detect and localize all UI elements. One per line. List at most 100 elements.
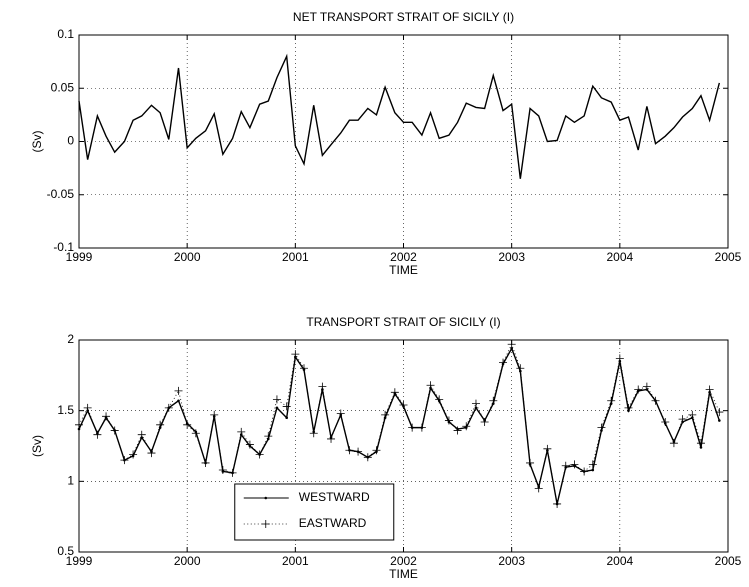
x-tick-label: 2005	[715, 554, 742, 568]
marker	[75, 420, 83, 429]
marker	[399, 401, 408, 410]
x-tick-label: 2003	[498, 554, 525, 568]
marker	[634, 385, 643, 394]
marker	[510, 347, 513, 350]
marker	[285, 416, 288, 420]
marker	[462, 422, 471, 431]
marker	[588, 460, 597, 469]
x-tick-label: 1999	[66, 250, 93, 264]
marker	[474, 406, 478, 410]
marker	[363, 453, 372, 462]
marker	[553, 499, 562, 508]
marker	[354, 447, 363, 456]
marker	[615, 354, 624, 363]
y-tick-label: 0.1	[57, 27, 74, 41]
marker	[591, 468, 595, 472]
marker	[597, 423, 606, 432]
marker	[255, 450, 264, 459]
x-tick-label: 2001	[282, 554, 309, 568]
marker	[372, 446, 381, 455]
marker	[651, 396, 660, 405]
marker	[499, 358, 508, 367]
marker	[688, 410, 697, 419]
marker	[147, 449, 156, 458]
marker	[110, 426, 119, 435]
axes-frame	[78, 339, 729, 553]
y-tick-label: 1	[67, 474, 74, 488]
marker	[228, 468, 237, 477]
marker	[381, 410, 390, 419]
x-tick-label: 2005	[715, 250, 742, 264]
marker	[435, 395, 444, 404]
chart-title: NET TRANSPORT STRAIT OF SICILY (I)	[293, 10, 514, 24]
marker	[580, 467, 589, 476]
marker	[164, 403, 173, 412]
marker	[642, 382, 651, 391]
axes-frame	[78, 34, 729, 249]
x-tick-label: 2004	[606, 554, 633, 568]
marker	[516, 364, 525, 373]
y-tick-label: 0.5	[57, 544, 74, 558]
y-tick-label: 0	[67, 134, 74, 148]
marker	[174, 386, 183, 395]
marker	[83, 403, 92, 412]
marker	[309, 429, 318, 438]
marker	[299, 364, 308, 373]
marker	[417, 423, 426, 432]
marker	[336, 409, 345, 418]
marker	[444, 416, 453, 425]
marker	[480, 417, 489, 426]
marker	[137, 430, 146, 439]
marker	[705, 385, 714, 394]
marker	[77, 427, 81, 431]
marker	[275, 406, 279, 410]
y-tick-label: -0.05	[47, 187, 75, 201]
marker	[699, 446, 703, 449]
marker	[218, 466, 227, 475]
x-tick-label: 2004	[606, 250, 633, 264]
legend-label: EASTWARD	[299, 516, 367, 530]
marker	[526, 458, 535, 467]
marker	[678, 415, 687, 424]
x-tick-label: 2000	[174, 250, 201, 264]
chart-title: TRANSPORT STRAIT OF SICILY (I)	[306, 315, 500, 329]
x-tick-label: 2003	[498, 250, 525, 264]
legend-box	[234, 483, 395, 541]
marker	[120, 456, 129, 465]
marker	[718, 419, 721, 422]
marker	[624, 403, 633, 412]
marker	[471, 399, 480, 408]
marker	[715, 408, 724, 417]
marker	[489, 396, 498, 405]
marker	[669, 439, 678, 448]
marker	[426, 381, 435, 390]
marker	[507, 340, 516, 349]
y-tick-label: 2	[67, 332, 74, 346]
marker	[607, 396, 616, 405]
legend-marker	[264, 496, 268, 500]
marker	[291, 350, 300, 359]
marker	[264, 432, 273, 441]
x-axis-label: TIME	[389, 263, 418, 277]
y-tick-label: -0.1	[53, 240, 74, 254]
marker	[570, 460, 579, 469]
marker	[210, 410, 219, 419]
marker	[345, 446, 354, 455]
marker	[156, 420, 165, 429]
legend-label: WESTWARD	[299, 490, 370, 504]
y-tick-label: 0.05	[51, 80, 75, 94]
y-axis-label: (Sv)	[30, 131, 44, 153]
legend-marker	[261, 520, 270, 528]
marker	[201, 458, 210, 467]
marker	[408, 423, 417, 432]
x-axis-label: TIME	[389, 567, 418, 581]
series-line	[78, 53, 721, 179]
marker	[327, 434, 336, 443]
marker	[534, 484, 543, 493]
marker	[561, 461, 570, 470]
marker	[191, 429, 200, 438]
marker	[282, 402, 291, 411]
marker	[93, 430, 102, 439]
marker	[245, 440, 254, 449]
